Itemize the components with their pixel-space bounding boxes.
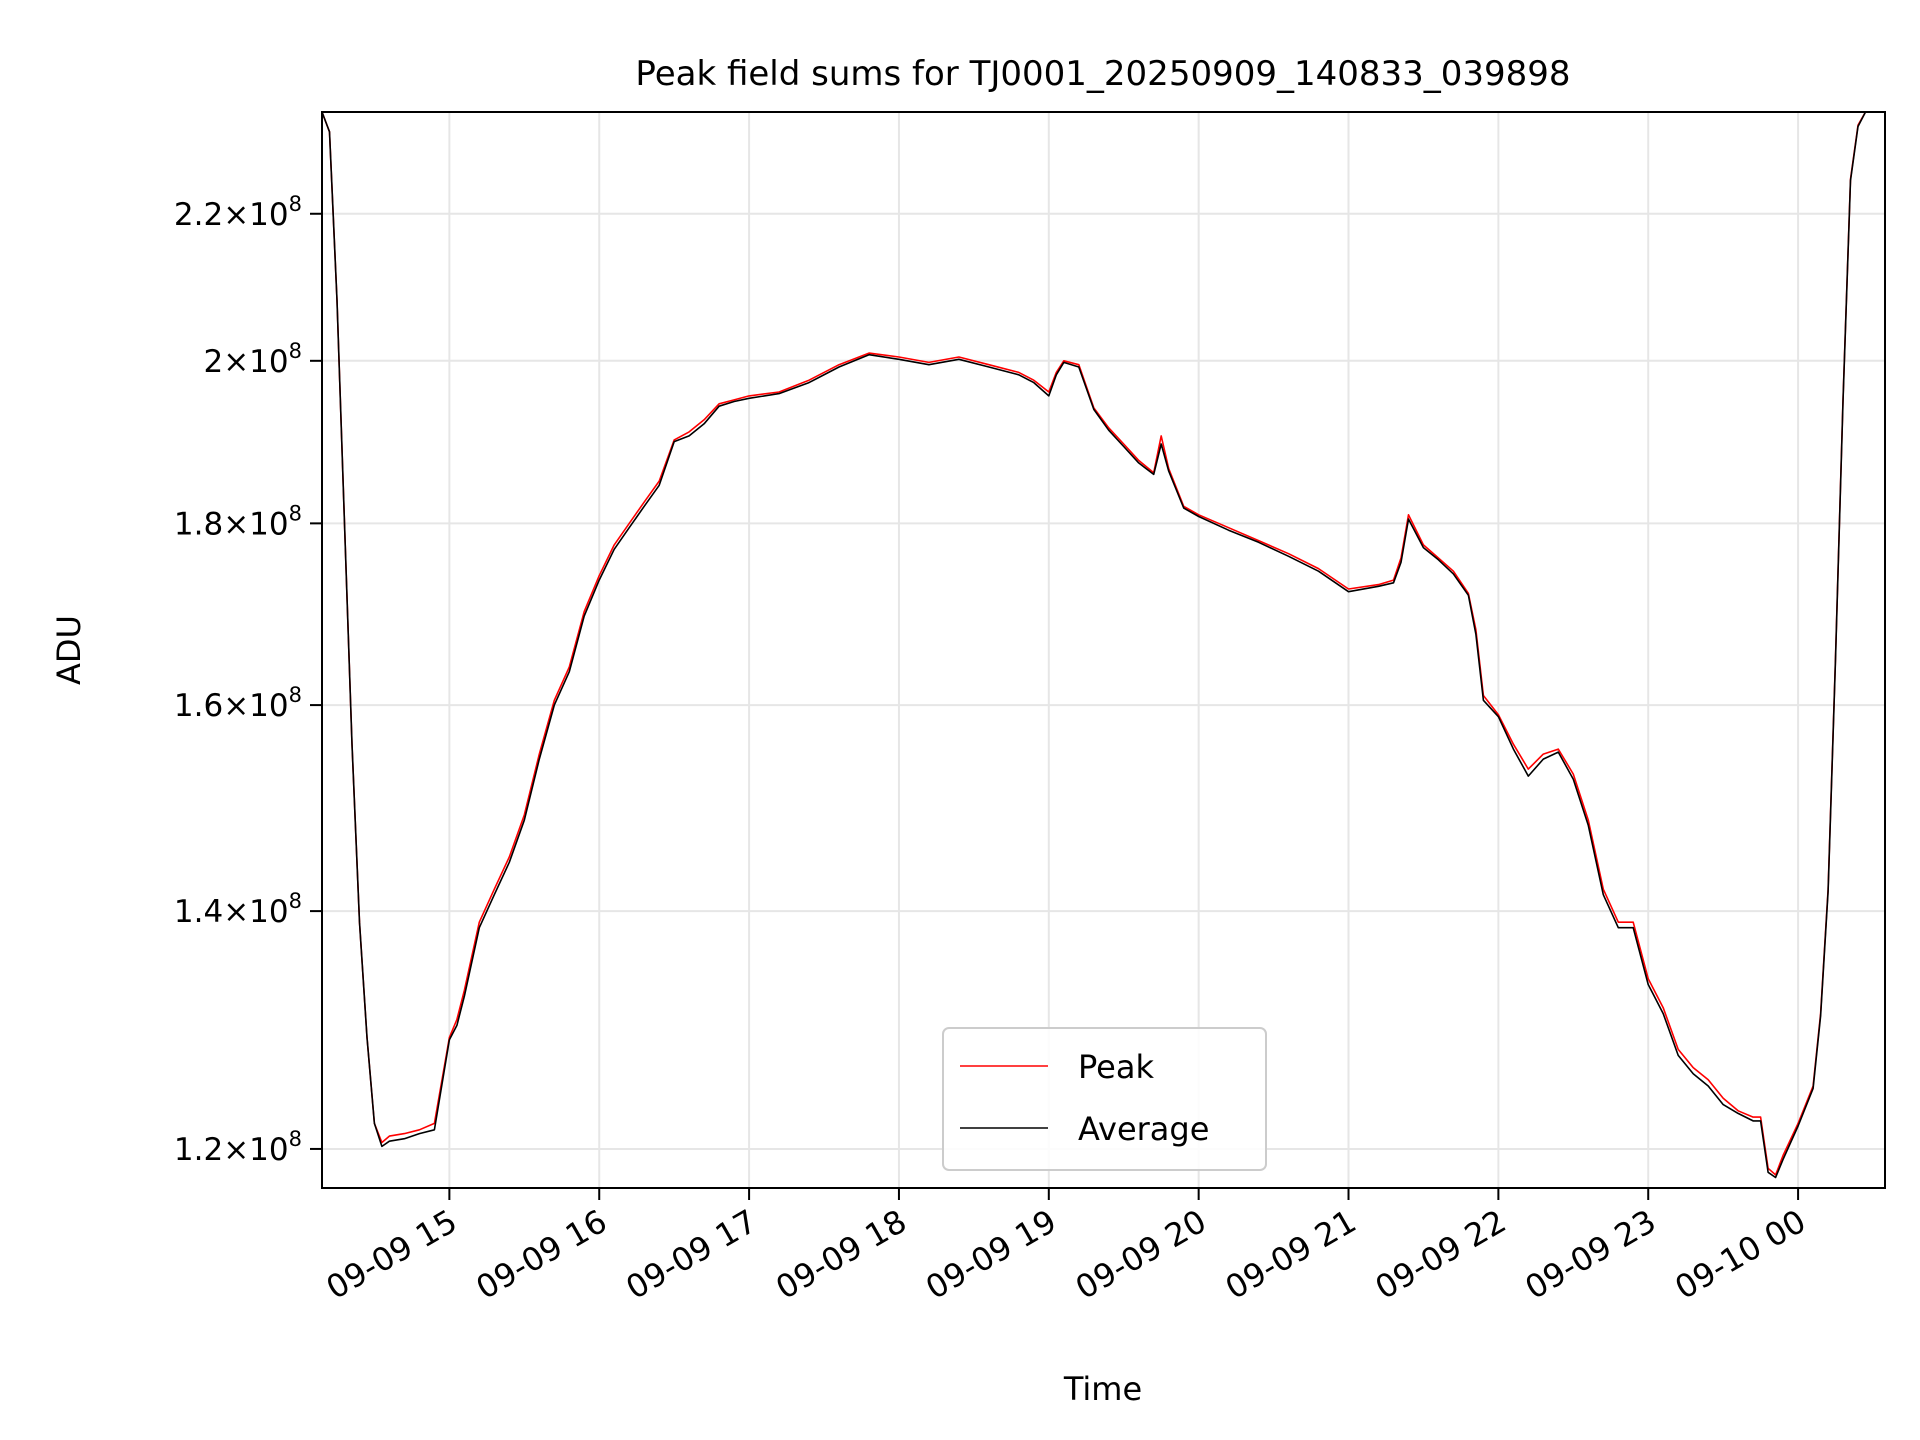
- chart-title: Peak field sums for TJ0001_20250909_1408…: [635, 54, 1570, 94]
- y-tick-times: ×10: [223, 688, 288, 724]
- x-gridlines: [448, 112, 1800, 1188]
- y-tick-exponent: 8: [289, 192, 302, 216]
- y-tick-times: ×10: [223, 344, 288, 380]
- y-tick-mantissa: 1.8: [174, 506, 223, 542]
- series-layer: [322, 112, 1867, 1179]
- y-tick-times: ×10: [223, 197, 288, 233]
- legend-label-average: Average: [1078, 1110, 1209, 1148]
- y-tick-times: ×10: [223, 1132, 288, 1168]
- y-axis-label: ADU: [50, 615, 88, 685]
- series-line-average: [322, 112, 1867, 1179]
- y-tick-label: 2.2×108: [174, 192, 302, 233]
- y-tick-exponent: 8: [289, 1127, 302, 1151]
- y-tick-label: 1.2×108: [174, 1127, 302, 1168]
- y-tick-label: 1.6×108: [174, 683, 302, 724]
- y-tick-mantissa: 1.6: [174, 688, 223, 724]
- y-tick-mantissa: 1.2: [174, 1132, 223, 1168]
- y-tick-label: 2×108: [203, 339, 302, 380]
- y-tick-label: 1.4×108: [174, 889, 302, 930]
- y-tick-exponent: 8: [289, 339, 302, 363]
- y-tick-mantissa: 1.4: [174, 894, 223, 930]
- series-line-peak: [322, 112, 1867, 1176]
- y-tick-label: 1.8×108: [174, 501, 302, 542]
- legend: Peak Average: [942, 1027, 1267, 1171]
- y-tick-exponent: 8: [289, 683, 302, 707]
- x-axis-label: Time: [1063, 1370, 1142, 1408]
- legend-box: [942, 1027, 1267, 1171]
- y-tick-mantissa: 2.2: [174, 197, 223, 233]
- legend-label-peak: Peak: [1078, 1048, 1154, 1086]
- plot-frame: [321, 111, 1886, 1189]
- y-tick-exponent: 8: [289, 501, 302, 525]
- y-tick-times: ×10: [223, 894, 288, 930]
- y-tick-times: ×10: [223, 506, 288, 542]
- y-tick-mantissa: 2: [203, 344, 223, 380]
- y-tick-exponent: 8: [289, 889, 302, 913]
